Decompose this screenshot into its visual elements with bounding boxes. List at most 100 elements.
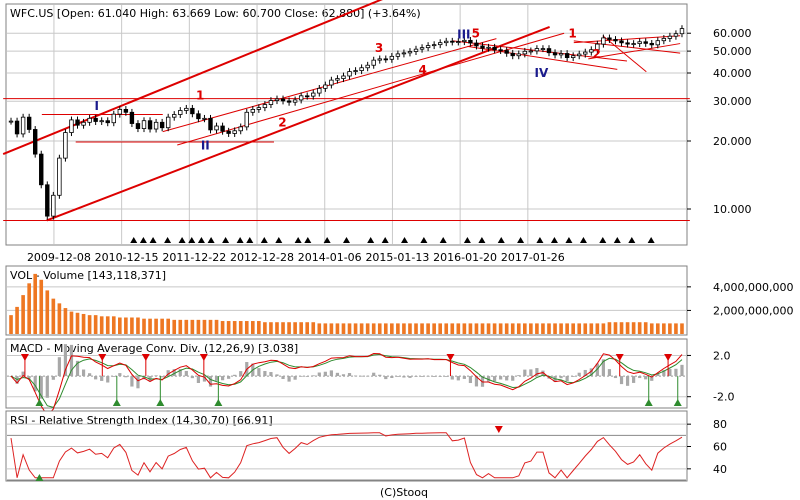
macd-hist-bar <box>136 376 140 389</box>
volume-bar <box>51 298 56 334</box>
candle-body <box>625 42 630 45</box>
macd-sell-marker <box>141 354 150 361</box>
volume-bar <box>438 323 443 334</box>
candle-body <box>238 126 243 132</box>
volume-bar <box>250 321 255 334</box>
candle-body <box>359 67 364 71</box>
candle-body <box>425 45 431 49</box>
macd-hist-bar <box>559 376 563 379</box>
candle-body <box>619 40 624 44</box>
candle-body <box>395 53 401 57</box>
candle-body <box>250 109 256 113</box>
candle-body <box>123 109 129 113</box>
macd-hist-bar <box>154 375 158 377</box>
volume-bar <box>571 323 575 334</box>
candle-body <box>468 39 473 44</box>
volume-bar <box>523 323 527 334</box>
candle-body <box>159 121 165 129</box>
pattern-marker <box>536 237 544 243</box>
macd-buy-marker <box>156 399 165 406</box>
macd-hist-bar <box>541 370 545 377</box>
rsi-line <box>10 432 683 479</box>
price-y-axis: 10.000 20.000 30.000 40.000 50.000 60.000 <box>687 27 752 216</box>
candle-body <box>129 111 135 124</box>
volume-bar <box>595 323 600 334</box>
macd-hist-bar <box>607 369 612 377</box>
candle-body <box>111 113 116 124</box>
date-tick-label: 2016-01-20 <box>433 251 497 264</box>
macd-hist-bar <box>571 376 575 377</box>
volume-bar <box>516 323 521 334</box>
volume-bar <box>625 322 630 334</box>
rsi-series-line <box>10 432 683 479</box>
macd-sell-marker <box>615 354 624 361</box>
volume-bar <box>45 290 50 334</box>
volume-bar <box>93 315 98 334</box>
macd-hist-bar <box>118 373 122 377</box>
pattern-marker <box>323 237 331 243</box>
macd-hist-bar <box>619 376 624 385</box>
volume-bar <box>541 323 545 334</box>
candle-body <box>347 71 352 77</box>
pattern-marker <box>565 237 573 243</box>
macd-hist-bar <box>523 369 527 377</box>
volume-bar <box>9 315 13 334</box>
candle-body <box>679 28 685 35</box>
volume-bar <box>383 323 388 334</box>
candle-body <box>99 120 104 123</box>
pattern-marker <box>613 237 621 243</box>
candle-body <box>631 43 636 45</box>
pattern-marker <box>188 237 196 243</box>
trend-line <box>177 32 565 146</box>
macd-histogram <box>9 344 684 399</box>
volume-bar <box>649 323 654 334</box>
date-tick-label: 2017-01-26 <box>501 251 565 264</box>
candle-body <box>607 37 612 40</box>
macd-hist-bar <box>45 376 49 398</box>
volume-bar <box>426 323 430 334</box>
candle-body <box>401 52 407 55</box>
macd-hist-bar <box>75 360 80 377</box>
price-tick-label: 40.000 <box>713 67 752 80</box>
macd-hist-bar <box>233 374 237 377</box>
macd-title: MACD - Moving Average Conv. Div. (12,26,… <box>10 342 298 355</box>
volume-bar <box>160 318 164 334</box>
candle-body <box>226 130 231 134</box>
candle-body <box>516 53 521 57</box>
macd-buy-marker <box>214 399 223 406</box>
pattern-marker <box>207 237 215 243</box>
volume-bar <box>408 323 412 334</box>
volume-tick-label: 4,000,000,000 <box>713 281 793 294</box>
volume-bar <box>680 323 684 334</box>
pattern-marker <box>246 237 254 243</box>
volume-bar <box>553 323 557 334</box>
candle-body <box>407 51 413 54</box>
candle-body <box>305 95 310 98</box>
volume-bar <box>172 319 177 334</box>
macd-hist-bar <box>402 376 406 378</box>
pattern-marker <box>197 237 205 243</box>
wave-label: 5 <box>472 26 480 40</box>
candle-body <box>601 37 606 45</box>
volume-bar <box>196 319 201 334</box>
macd-hist-bar <box>69 344 74 377</box>
volume-bar <box>637 322 642 334</box>
wave-label: 1 <box>196 89 204 103</box>
volume-bar <box>577 323 582 334</box>
candle-body <box>45 184 50 217</box>
date-tick-label: 2012-12-28 <box>230 251 294 264</box>
pattern-marker <box>260 237 268 243</box>
volume-bar <box>63 308 68 334</box>
candle-body <box>589 49 594 53</box>
macd-hist-bar <box>565 376 569 382</box>
macd-hist-bar <box>178 369 182 377</box>
candle-body <box>667 35 673 39</box>
volume-bar <box>613 322 618 334</box>
candle-body <box>480 45 485 49</box>
volume-bar <box>214 319 219 334</box>
volume-bar <box>232 321 237 334</box>
candle-body <box>39 153 44 186</box>
candle-body <box>172 114 177 118</box>
volume-bar <box>118 317 122 334</box>
